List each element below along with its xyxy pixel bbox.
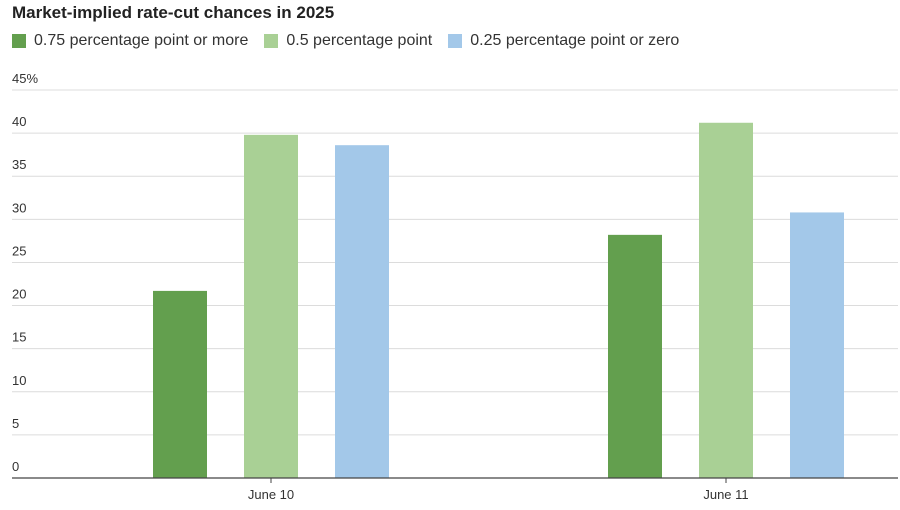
- bars: [153, 122, 844, 479]
- y-tick-label-5: 5: [12, 416, 19, 431]
- bar-june-11-series-2: [790, 212, 844, 479]
- legend-label-0: 0.75 percentage point or more: [34, 32, 249, 49]
- axis-labels: 0 5 10 15 20 25 30 35 40 45% June 10 June 11: [12, 71, 749, 502]
- legend-label-1: 0.5 percentage point: [286, 32, 433, 49]
- y-tick-label-45: 45%: [12, 71, 38, 86]
- chart-title: Market-implied rate-cut chances in 2025: [12, 3, 335, 22]
- y-tick-label-0: 0: [12, 459, 19, 474]
- legend-item-2: 0.25 percentage point or zero: [448, 32, 679, 50]
- bar-june-11-series-0: [608, 234, 662, 478]
- legend-label-2: 0.25 percentage point or zero: [470, 32, 680, 49]
- legend-swatch-2: [448, 34, 463, 48]
- y-tick-label-15: 15: [12, 330, 26, 345]
- bar-june-10-series-0: [153, 290, 207, 478]
- y-tick-label-35: 35: [12, 157, 26, 172]
- y-tick-label-20: 20: [12, 287, 26, 302]
- bar-june-11-series-1: [699, 122, 753, 479]
- gridlines: [12, 89, 898, 436]
- legend-item-1: 0.5 percentage point: [264, 32, 432, 50]
- y-tick-label-40: 40: [12, 114, 26, 129]
- bar-june-10-series-1: [244, 134, 298, 478]
- legend-swatch-0: [12, 34, 26, 48]
- legend-swatch-1: [264, 34, 279, 48]
- legend: 0.75 percentage point or more 0.5 percen…: [12, 32, 695, 50]
- x-axis: [12, 477, 898, 483]
- y-tick-label-30: 30: [12, 200, 26, 215]
- legend-item-0: 0.75 percentage point or more: [12, 32, 248, 50]
- y-tick-label-25: 25: [12, 243, 26, 258]
- x-tick-label-1: June 11: [703, 487, 748, 502]
- x-tick-label-0: June 10: [248, 487, 294, 502]
- bar-june-10-series-2: [335, 145, 389, 478]
- y-tick-label-10: 10: [12, 373, 26, 388]
